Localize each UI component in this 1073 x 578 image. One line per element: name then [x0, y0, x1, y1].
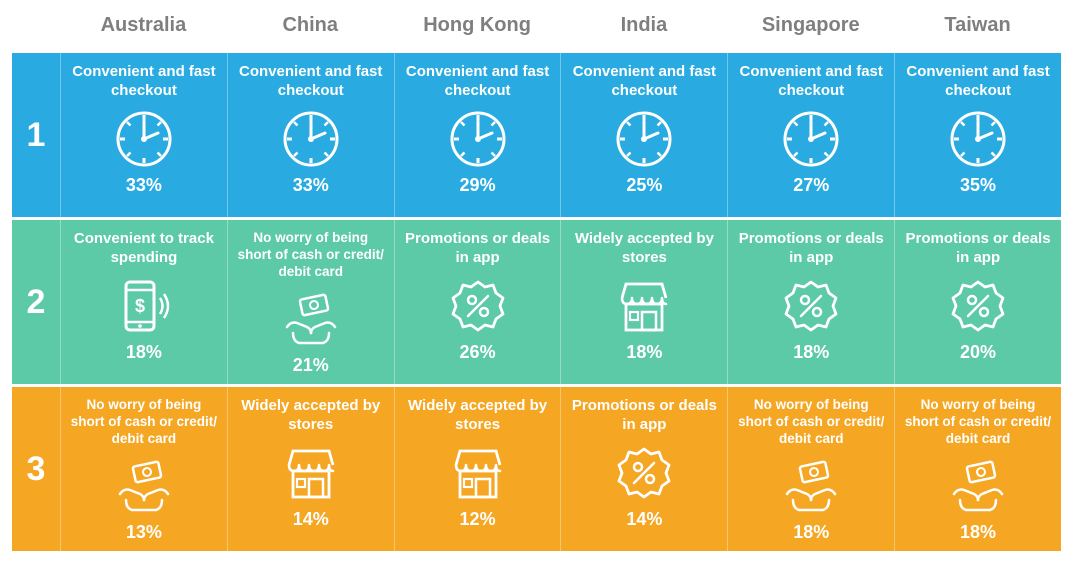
cell-label: No worry of being short of cash or credi…	[69, 397, 219, 448]
data-cell: No worry of being short of cash or credi…	[60, 387, 227, 551]
cell-label: Convenient and fast checkout	[403, 63, 553, 101]
cash-hands-icon	[281, 289, 341, 349]
data-cell: No worry of being short of cash or credi…	[727, 387, 894, 551]
store-icon	[281, 443, 341, 503]
data-cell: No worry of being short of cash or credi…	[894, 387, 1061, 551]
rank-row-1: 1Convenient and fast checkout33%Convenie…	[12, 53, 1061, 217]
cell-label: Promotions or deals in app	[403, 230, 553, 268]
cell-value: 13%	[126, 522, 162, 543]
cell-value: 33%	[126, 175, 162, 196]
rank-row-2: 2Convenient to track spending 18% No worry…	[12, 220, 1061, 384]
cell-label: No worry of being short of cash or credi…	[736, 397, 886, 448]
data-cell: Promotions or deals in app 18%	[727, 220, 894, 384]
data-cell: Convenient and fast checkout 33%	[227, 53, 394, 217]
clock-icon	[948, 109, 1008, 169]
data-cell: Promotions or deals in app 26%	[394, 220, 561, 384]
cell-value: 21%	[293, 355, 329, 376]
cell-value: 35%	[960, 175, 996, 196]
cell-label: Convenient and fast checkout	[69, 63, 219, 101]
cell-value: 18%	[126, 342, 162, 363]
country-header: Hong Kong	[394, 8, 561, 47]
cell-value: 14%	[626, 509, 662, 530]
rank-number: 3	[12, 387, 60, 551]
deal-badge-icon	[448, 276, 508, 336]
data-cell: No worry of being short of cash or credi…	[227, 220, 394, 384]
cell-label: Convenient and fast checkout	[569, 63, 719, 101]
country-header-row: Australia China Hong Kong India Singapor…	[12, 8, 1061, 47]
cell-label: Convenient and fast checkout	[236, 63, 386, 101]
cell-value: 29%	[460, 175, 496, 196]
clock-icon	[781, 109, 841, 169]
cell-value: 25%	[626, 175, 662, 196]
data-cell: Convenient and fast checkout 27%	[727, 53, 894, 217]
cell-label: No worry of being short of cash or credi…	[236, 230, 386, 281]
cash-hands-icon	[948, 456, 1008, 516]
cell-label: Promotions or deals in app	[736, 230, 886, 268]
header-spacer	[12, 8, 60, 47]
data-cell: Promotions or deals in app 14%	[560, 387, 727, 551]
cell-label: Widely accepted by stores	[403, 397, 553, 435]
deal-badge-icon	[614, 443, 674, 503]
cash-hands-icon	[114, 456, 174, 516]
deal-badge-icon	[948, 276, 1008, 336]
cell-value: 12%	[460, 509, 496, 530]
cell-value: 18%	[793, 522, 829, 543]
clock-icon	[448, 109, 508, 169]
data-cell: Convenient and fast checkout 29%	[394, 53, 561, 217]
cell-value: 18%	[793, 342, 829, 363]
cell-label: No worry of being short of cash or credi…	[903, 397, 1053, 448]
data-cell: Widely accepted by stores 18%	[560, 220, 727, 384]
cell-value: 20%	[960, 342, 996, 363]
country-header: Australia	[60, 8, 227, 47]
store-icon	[614, 276, 674, 336]
data-cell: Widely accepted by stores 14%	[227, 387, 394, 551]
cell-label: Promotions or deals in app	[903, 230, 1053, 268]
cell-value: 33%	[293, 175, 329, 196]
data-cell: Widely accepted by stores 12%	[394, 387, 561, 551]
cell-value: 14%	[293, 509, 329, 530]
data-cell: Convenient and fast checkout 25%	[560, 53, 727, 217]
clock-icon	[114, 109, 174, 169]
clock-icon	[614, 109, 674, 169]
rank-number: 1	[12, 53, 60, 217]
rank-row-3: 3No worry of being short of cash or cred…	[12, 387, 1061, 551]
country-header: India	[560, 8, 727, 47]
store-icon	[448, 443, 508, 503]
cell-value: 26%	[460, 342, 496, 363]
cell-label: Convenient and fast checkout	[736, 63, 886, 101]
country-header: Singapore	[727, 8, 894, 47]
phone-pay-icon	[114, 276, 174, 336]
cell-label: Promotions or deals in app	[569, 397, 719, 435]
data-cell: Convenient to track spending 18%	[60, 220, 227, 384]
data-cell: Convenient and fast checkout 35%	[894, 53, 1061, 217]
rank-number: 2	[12, 220, 60, 384]
data-cell: Promotions or deals in app 20%	[894, 220, 1061, 384]
cell-label: Convenient and fast checkout	[903, 63, 1053, 101]
cell-label: Widely accepted by stores	[569, 230, 719, 268]
deal-badge-icon	[781, 276, 841, 336]
cell-value: 18%	[960, 522, 996, 543]
clock-icon	[281, 109, 341, 169]
cell-value: 27%	[793, 175, 829, 196]
cell-label: Widely accepted by stores	[236, 397, 386, 435]
country-header: China	[227, 8, 394, 47]
cell-label: Convenient to track spending	[69, 230, 219, 268]
cell-value: 18%	[626, 342, 662, 363]
data-cell: Convenient and fast checkout 33%	[60, 53, 227, 217]
country-header: Taiwan	[894, 8, 1061, 47]
cash-hands-icon	[781, 456, 841, 516]
